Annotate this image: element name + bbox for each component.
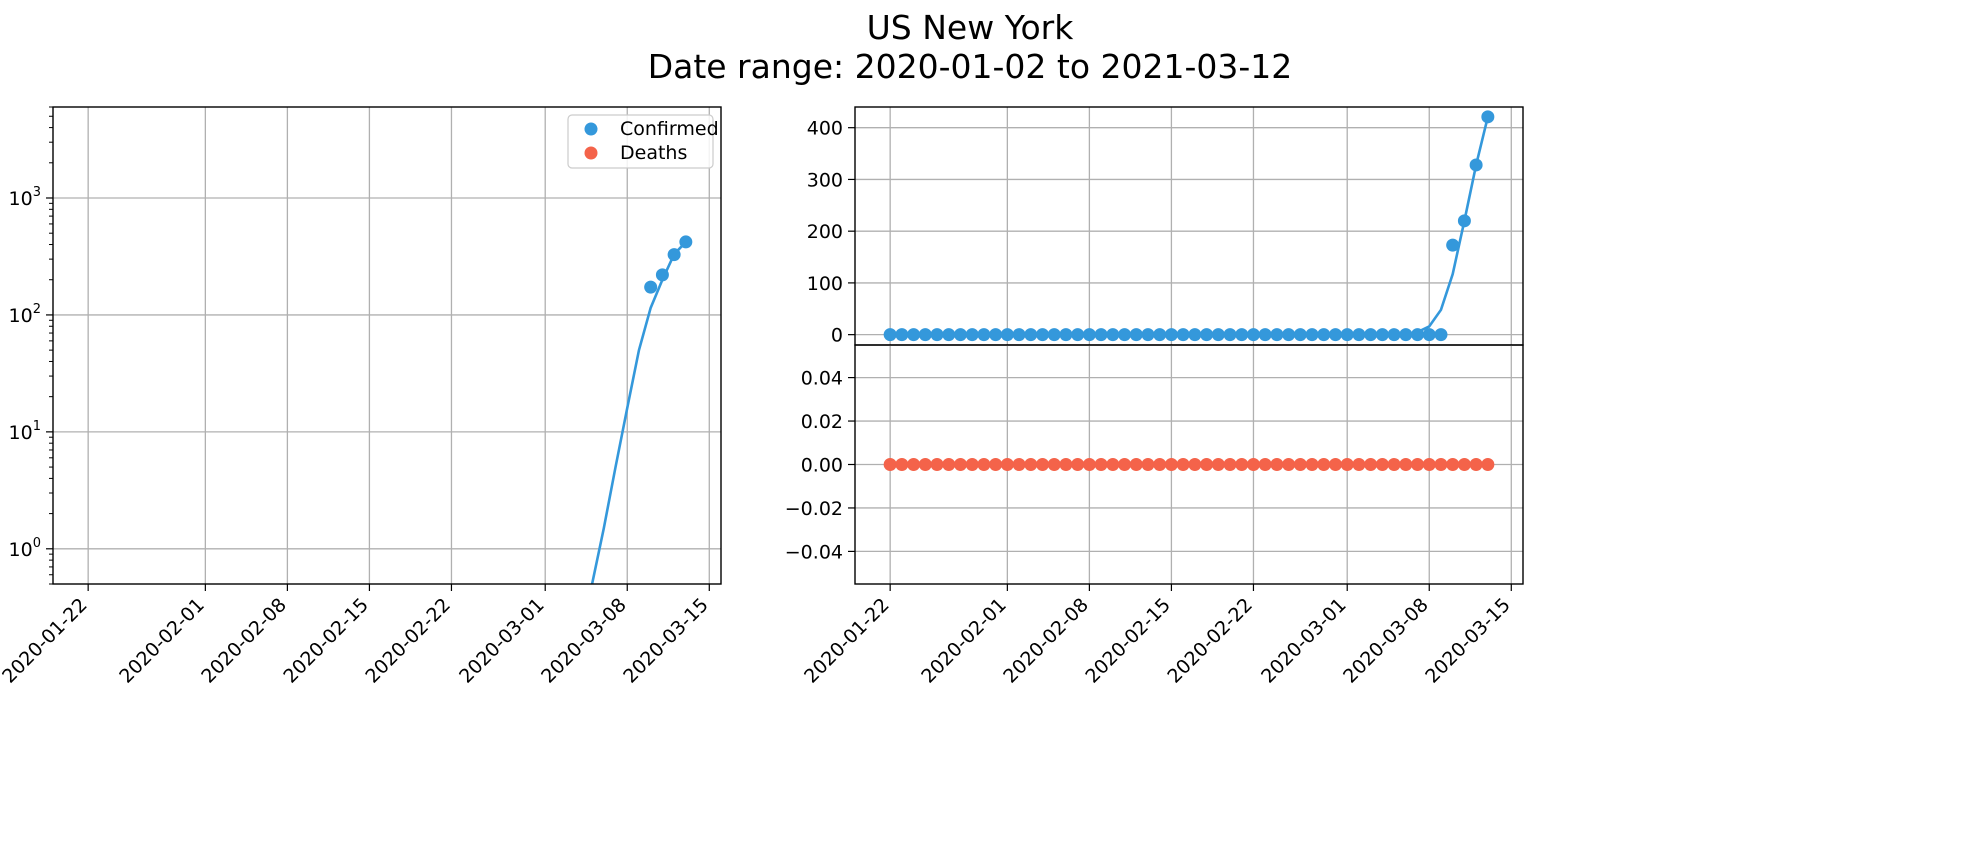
y-tick-label-base: 10 xyxy=(9,422,33,444)
data-point-deaths xyxy=(942,458,956,471)
data-point-deaths xyxy=(1434,458,1448,471)
data-point-confirmed xyxy=(1422,328,1436,342)
y-tick-label: 103 xyxy=(9,185,41,210)
data-point-deaths xyxy=(1188,458,1202,471)
y-tick-label: 0.02 xyxy=(801,411,843,433)
chart-title-line1: US New York xyxy=(867,8,1075,47)
data-point-deaths xyxy=(1282,458,1296,471)
data-point-deaths xyxy=(1469,458,1483,471)
y-tick-label-exponent: 3 xyxy=(33,185,41,200)
data-point-deaths xyxy=(883,458,897,471)
y-tick-label: −0.04 xyxy=(785,541,843,563)
data-point-deaths xyxy=(1000,458,1014,471)
plot-frame xyxy=(854,344,1524,585)
panel-right-top-chart: 0 100 200 300 400 xyxy=(807,106,1524,347)
data-point-deaths xyxy=(1153,458,1167,471)
data-point-deaths xyxy=(1094,458,1108,471)
series-line-confirmed xyxy=(890,116,1490,336)
y-tick-label: 102 xyxy=(9,302,41,327)
data-point-deaths xyxy=(1036,458,1050,471)
data-point-deaths xyxy=(965,458,979,471)
y-tick-label: −0.02 xyxy=(785,498,843,520)
legend-marker-deaths xyxy=(584,146,598,160)
data-point-deaths xyxy=(1364,458,1378,471)
data-point-deaths xyxy=(895,458,909,471)
y-tick-label: 100 xyxy=(807,273,843,295)
data-point-deaths xyxy=(1223,458,1237,471)
series-line-confirmed xyxy=(590,241,687,584)
y-tick-label: 100 xyxy=(9,536,41,561)
y-tick-label: 400 xyxy=(807,118,843,140)
legend-box xyxy=(567,114,714,169)
y-tick-label: 0.00 xyxy=(801,455,843,477)
legend-label-deaths: Deaths xyxy=(620,142,687,164)
data-point-deaths xyxy=(1246,458,1260,471)
data-point-deaths xyxy=(1352,458,1366,471)
y-tick-label: 101 xyxy=(9,419,41,444)
data-point-deaths xyxy=(1211,458,1225,471)
data-point-deaths xyxy=(1176,458,1190,471)
data-point-deaths xyxy=(1258,458,1272,471)
data-point-deaths xyxy=(1317,458,1331,471)
data-point-deaths xyxy=(1129,458,1143,471)
data-point-deaths xyxy=(1422,458,1436,471)
y-tick-label-base: 10 xyxy=(9,305,33,327)
data-point-deaths xyxy=(907,458,921,471)
data-point-deaths xyxy=(977,458,991,471)
data-point-deaths xyxy=(1270,458,1284,471)
y-tick-label-exponent: 1 xyxy=(33,419,41,434)
data-point-deaths xyxy=(1375,458,1389,471)
data-point-deaths xyxy=(1305,458,1319,471)
y-tick-label: 0 xyxy=(831,325,843,347)
data-point-deaths xyxy=(1446,458,1460,471)
data-point-deaths xyxy=(1328,458,1342,471)
data-point-deaths xyxy=(1387,458,1401,471)
data-point-deaths xyxy=(1082,458,1096,471)
y-tick-label-exponent: 2 xyxy=(33,302,41,317)
chart-title-line2: Date range: 2020-01-02 to 2021-03-12 xyxy=(648,47,1293,86)
data-point-confirmed xyxy=(883,328,897,342)
data-point-deaths xyxy=(930,458,944,471)
y-tick-label-exponent: 0 xyxy=(33,536,41,551)
y-tick-label-base: 10 xyxy=(9,539,33,561)
data-point-deaths xyxy=(1047,458,1061,471)
y-tick-label: 300 xyxy=(807,169,843,191)
data-point-deaths xyxy=(1141,458,1155,471)
data-point-deaths xyxy=(1340,458,1354,471)
data-point-deaths xyxy=(1164,458,1178,471)
data-point-deaths xyxy=(1024,458,1038,471)
legend-marker-confirmed xyxy=(584,122,598,136)
data-point-deaths xyxy=(918,458,932,471)
data-point-deaths xyxy=(1411,458,1425,471)
data-point-deaths xyxy=(1059,458,1073,471)
data-point-confirmed xyxy=(644,280,658,294)
legend-label-confirmed: Confirmed xyxy=(620,118,719,140)
data-point-deaths xyxy=(1457,458,1471,471)
data-point-deaths xyxy=(1200,458,1214,471)
data-point-deaths xyxy=(1235,458,1249,471)
data-point-deaths xyxy=(1293,458,1307,471)
data-point-deaths xyxy=(1106,458,1120,471)
data-point-deaths xyxy=(953,458,967,471)
data-point-deaths xyxy=(989,458,1003,471)
data-point-deaths xyxy=(1118,458,1132,471)
y-tick-label: 0.04 xyxy=(801,368,843,390)
y-tick-label: 200 xyxy=(807,221,843,243)
data-point-deaths xyxy=(1012,458,1026,471)
data-point-confirmed xyxy=(1446,238,1460,252)
data-point-deaths xyxy=(1481,458,1495,471)
data-point-confirmed xyxy=(1434,328,1448,342)
data-point-deaths xyxy=(1071,458,1085,471)
plot-frame xyxy=(52,106,722,585)
data-point-confirmed xyxy=(1481,110,1495,124)
y-tick-label-base: 10 xyxy=(9,188,33,210)
data-point-deaths xyxy=(1399,458,1413,471)
